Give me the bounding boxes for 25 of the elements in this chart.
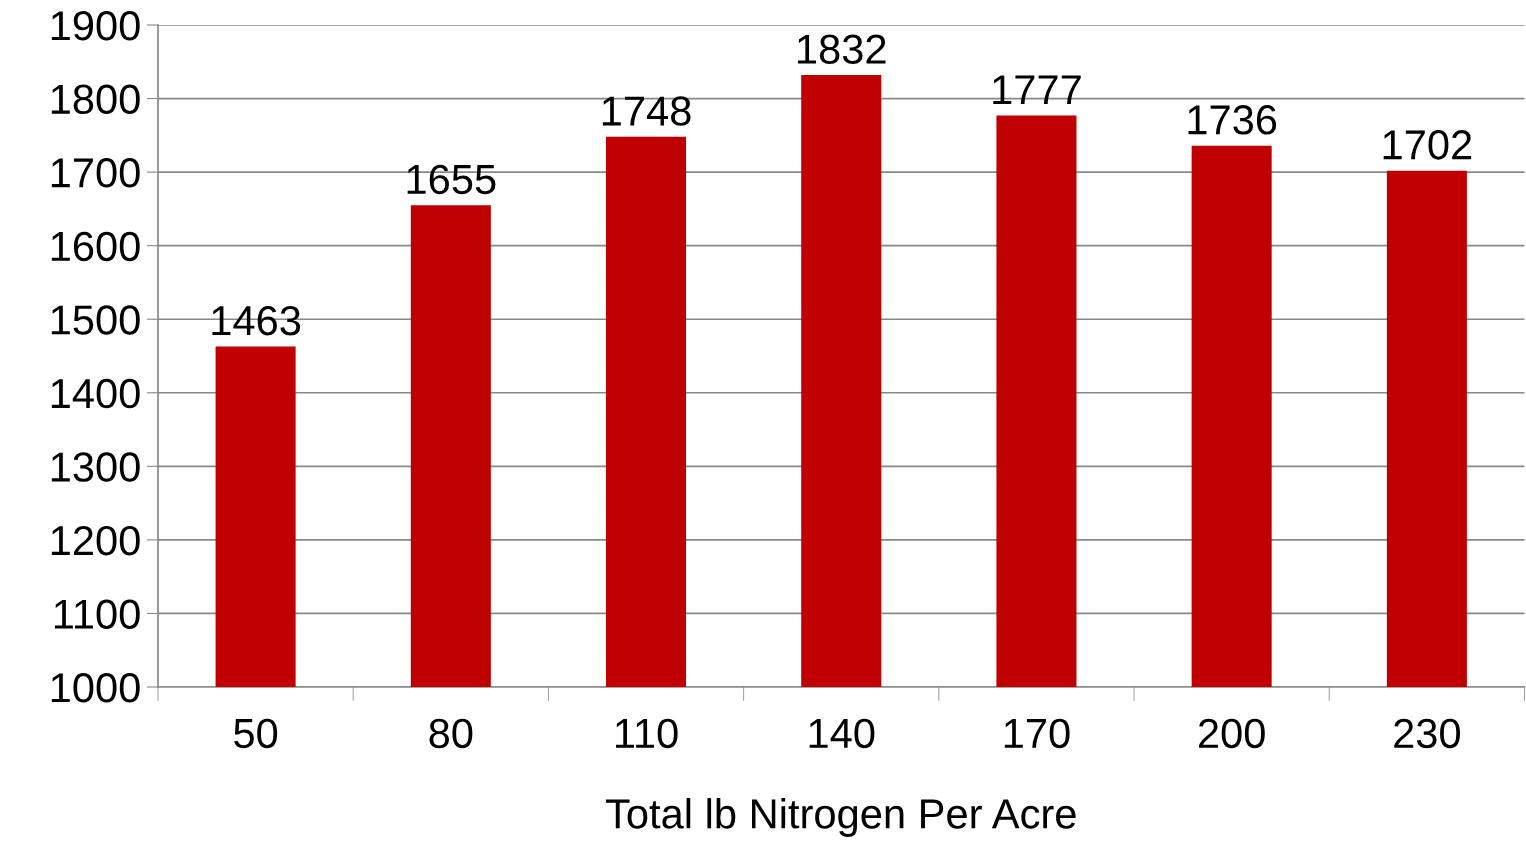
y-tick-label: 1900 <box>51 11 140 41</box>
x-tick-label: 230 <box>1394 718 1460 749</box>
x-tick-label: 170 <box>1004 718 1070 749</box>
y-tick-label: 1200 <box>51 525 140 556</box>
data-label: 1736 <box>1188 105 1277 135</box>
y-tick-label: 1000 <box>51 673 140 703</box>
data-label: 1463 <box>212 305 301 336</box>
y-tick-label: 1600 <box>51 231 140 262</box>
y-tick-label: 1500 <box>51 305 140 335</box>
x-tick-label: 200 <box>1199 718 1265 749</box>
y-tick-label: 1400 <box>51 378 140 409</box>
x-tick-label: 50 <box>234 718 278 749</box>
y-tick-label: 1700 <box>51 158 140 188</box>
x-axis-title: Total lb Nitrogen Per Acre <box>605 798 1076 837</box>
data-label: 1832 <box>798 34 886 64</box>
data-label: 1748 <box>602 96 691 126</box>
y-tick-label: 1300 <box>51 452 140 482</box>
y-tick-label: 1800 <box>51 84 140 115</box>
y-tick-label: 1100 <box>54 599 140 629</box>
x-tick-label: 140 <box>809 718 875 749</box>
x-tick-label: 80 <box>429 718 473 749</box>
data-label: 1777 <box>993 75 1081 105</box>
data-label: 1702 <box>1383 130 1472 160</box>
x-tick-label: 110 <box>615 718 678 749</box>
data-label: 1655 <box>407 164 496 195</box>
